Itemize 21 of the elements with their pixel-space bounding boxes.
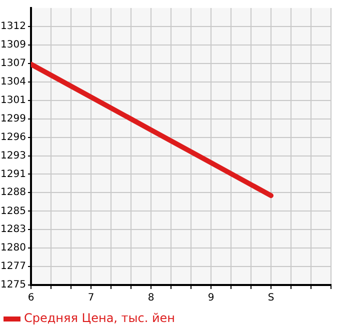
y-tick-label: 1307 xyxy=(0,58,26,69)
y-tick-label: 1291 xyxy=(0,168,26,180)
legend-label: Средняя Цена, тыс. йен xyxy=(24,311,176,326)
x-tick-label: 9 xyxy=(208,292,214,304)
y-tick-label: 1309 xyxy=(0,40,26,51)
y-tick-label: 1288 xyxy=(0,187,26,198)
y-tick-label: 1301 xyxy=(0,94,26,106)
y-tick-label: 1312 xyxy=(0,21,26,32)
y-tick-label: 1304 xyxy=(0,76,26,88)
y-tick-label: 1275 xyxy=(0,280,26,291)
x-tick-label: S xyxy=(268,292,274,304)
x-tick-label: 6 xyxy=(28,292,34,304)
x-tick-label: 7 xyxy=(88,292,94,304)
y-tick-label: 1280 xyxy=(0,242,26,254)
y-tick-label: 1299 xyxy=(0,113,26,124)
y-tick-label: 1277 xyxy=(0,261,26,272)
x-tick-label: 8 xyxy=(148,292,154,304)
y-tick-label: 1285 xyxy=(0,206,26,217)
y-tick-label: 1283 xyxy=(0,224,26,236)
y-tick-label: 1293 xyxy=(0,150,26,162)
y-tick-label: 1296 xyxy=(0,132,26,143)
